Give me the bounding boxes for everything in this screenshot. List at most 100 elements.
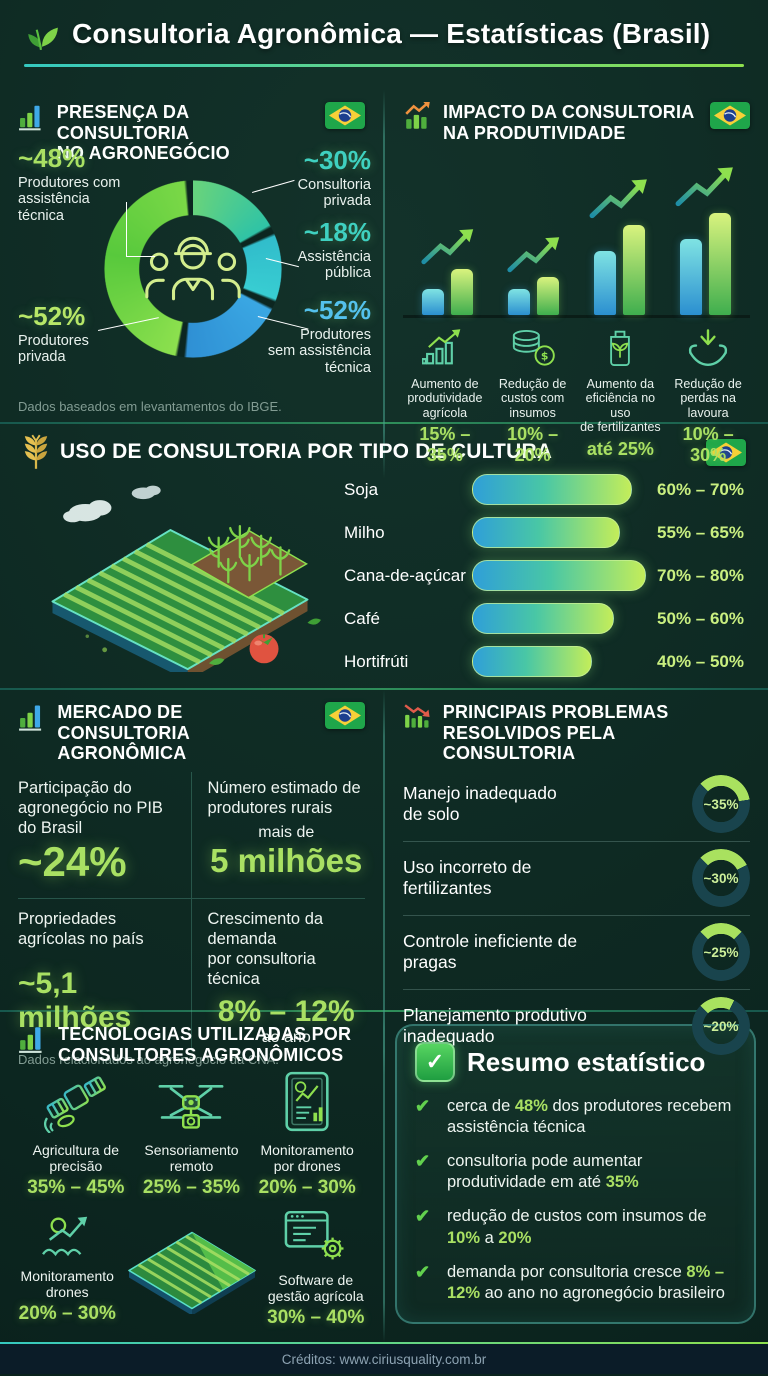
brazil-flag-icon: [325, 702, 365, 729]
row-mercado-problemas: MERCADO DE CONSULTORIA AGRONÔMICA Partic…: [0, 690, 768, 1075]
field-illustration: [117, 1218, 267, 1319]
stat-label: Redução de perdas na lavoura: [674, 377, 742, 420]
check-icon: ✔: [415, 1096, 431, 1116]
credits-text: Créditos: www.ciriusquality.com.br: [281, 1351, 487, 1367]
tech-label: Sensoriamento remoto: [144, 1142, 239, 1175]
panel-mercado-consultoria: MERCADO DE CONSULTORIA AGRONÔMICA Partic…: [0, 690, 383, 1075]
ring-gauge: ~25%: [692, 923, 750, 982]
problem-row-planejamento: Planejamento produtivo inadequado ~20%: [403, 988, 750, 1063]
tech-range: 35% – 45%: [27, 1177, 125, 1199]
tablet-chart-icon: [285, 1071, 329, 1132]
trend-up-bars-icon: [405, 102, 430, 129]
summary-item: ✔ redução de custos com insumos de 10% a…: [415, 1206, 736, 1248]
leader-line: [126, 202, 155, 257]
bar: [472, 646, 592, 677]
ring-gauge: ~20%: [692, 997, 750, 1056]
corn-plants: [207, 524, 291, 584]
coins-icon: $: [512, 329, 555, 366]
callout-label: Produtores com assistência técnica: [18, 175, 121, 224]
bar-range: 50% – 60%: [657, 608, 744, 628]
bar-label: Hortifrúti: [344, 651, 409, 671]
wheat-icon: [24, 434, 48, 469]
impact-stat-produtividade: Aumento de produtividade agrícola 15% – …: [403, 328, 487, 466]
bar-range: 70% – 80%: [657, 565, 744, 585]
leaf-icon: [208, 658, 225, 666]
tech-item-monitoramento-drones: Monitoramento por drones 20% – 30%: [249, 1071, 365, 1199]
panel-title: MERCADO DE CONSULTORIA AGRONÔMICA: [57, 702, 190, 764]
problem-label: Uso incorreto de fertilizantes: [403, 857, 532, 899]
isometric-field-icon: [127, 1231, 256, 1316]
impact-bar-group: [665, 162, 745, 316]
market-suffix: ao ano: [261, 1029, 311, 1047]
market-prefix: mais de: [258, 823, 315, 841]
bar: [472, 560, 646, 591]
callout-label: Consultoria privada: [297, 177, 371, 210]
stat-label: Redução de custos com insumos: [498, 377, 567, 420]
tech-range: 25% – 35%: [142, 1177, 241, 1199]
software-gear-icon: [284, 1211, 344, 1260]
callout-value: ~48%: [18, 143, 86, 173]
callout-value: ~52%: [303, 295, 371, 325]
footer: Créditos: www.ciriusquality.com.br: [0, 1344, 768, 1374]
impact-stat-perdas: Redução de perdas na lavoura 10% – 30%: [666, 328, 750, 466]
tech-label: Monitoramento por drones: [260, 1142, 354, 1175]
summary-box: ✓ Resumo estatístico ✔ cerca de 48% dos …: [395, 1024, 756, 1324]
bar-range: 60% – 70%: [657, 479, 744, 499]
growth-arrow-icon: [675, 167, 734, 207]
panel-separator: [383, 90, 385, 479]
tech-item-sensoriamento: Sensoriamento remoto 25% – 35%: [134, 1073, 250, 1199]
market-cell-crescimento: Crescimento da demanda por consultoria t…: [192, 899, 366, 1052]
satellite-icon: [43, 1076, 106, 1134]
bar-label: Café: [344, 608, 380, 628]
ring-value: ~35%: [703, 796, 739, 812]
presence-footnote: Dados baseados em levantamentos do IBGE.: [18, 399, 282, 414]
callout-value: ~30%: [303, 145, 371, 175]
farm-field-illustration: [51, 485, 322, 672]
tech-label: Agricultura de precisão: [32, 1142, 120, 1175]
growth-arrow-icon: [507, 237, 559, 273]
panel-presenca-consultoria: PRESENÇA DA CONSULTORIA NO AGRONEGÓCIO: [0, 90, 383, 422]
summary-item: ✔ demanda por consultoria cresce 8% – 12…: [415, 1262, 736, 1304]
summary-text: redução de custos com insumos de 10% a 2…: [447, 1207, 707, 1247]
market-cell-pib: Participação do agronegócio no PIB do Br…: [18, 771, 192, 899]
impact-bar-group: [579, 174, 659, 316]
problem-row-fertilizantes: Uso incorreto de fertilizantes ~30%: [403, 840, 750, 915]
check-icon: ✔: [415, 1151, 431, 1172]
stat-range: 15% – 35%: [419, 424, 471, 466]
stat-label: Aumento da eficiência no uso de fertiliz…: [580, 377, 661, 435]
callout-label: Assistência pública: [297, 249, 371, 282]
panel-resumo: ✓ Resumo estatístico ✔ cerca de 48% dos …: [385, 1012, 768, 1342]
market-label: Participação do agronegócio no PIB do Br…: [18, 778, 163, 837]
ring-value: ~25%: [703, 944, 739, 960]
summary-item: ✔ consultoria pode aumentar produtividad…: [415, 1151, 736, 1193]
panel-title: TECNOLOGIAS UTILIZADAS POR CONSULTORES A…: [58, 1024, 352, 1065]
stat-range: 10% – 30%: [682, 424, 734, 466]
summary-text: consultoria pode aumentar produtividade …: [447, 1152, 643, 1192]
market-value: ~24%: [18, 837, 127, 885]
bar-range: 40% – 50%: [657, 651, 744, 671]
problem-row-solo: Manejo inadequado de solo ~35%: [403, 768, 750, 841]
summary-text: cerca de 48% dos produtores recebem assi…: [447, 1097, 732, 1137]
panel-problemas-resolvidos: PRINCIPAIS PROBLEMAS RESOLVIDOS PELA CON…: [385, 690, 768, 1075]
ring-gauge: ~35%: [692, 775, 750, 834]
brazil-flag-icon: [710, 102, 750, 129]
tech-item-agricultura-precisao: Agricultura de precisão 35% – 45%: [18, 1073, 134, 1199]
growth-arrow-icon: [421, 229, 474, 265]
bar: [472, 474, 632, 505]
tech-item-monitoramento: Monitoramento drones 20% – 30%: [18, 1211, 117, 1325]
footer-divider: [0, 1342, 768, 1344]
callout-assistencia-publica: ~18% Assistência pública: [259, 217, 371, 282]
bar: [472, 517, 620, 548]
panel-impacto-produtividade: IMPACTO DA CONSULTORIA NA PRODUTIVIDADE: [385, 90, 768, 478]
culture-bar-chart: Soja 60% – 70% Milho 55% – 65% Cana-de-a…: [344, 474, 746, 677]
impact-stat-custos: $ Redução de custos com insumos 10% – 20…: [491, 328, 575, 466]
impact-growth-chart: [403, 155, 750, 319]
growth-chart-icon: [421, 329, 461, 365]
tech-range: 20% – 30%: [18, 1303, 116, 1325]
summary-text: demanda por consultoria cresce 8% – 12% …: [447, 1262, 725, 1302]
page-header: Consultoria Agronômica — Estatísticas (B…: [0, 0, 768, 90]
declining-chart-icon: [404, 704, 430, 728]
section-title: USO DE CONSULTORIA POR TIPO DE CULTURA: [60, 440, 553, 463]
panel-uso-por-cultura: USO DE CONSULTORIA POR TIPO DE CULTURA: [0, 424, 768, 688]
bar-label: Milho: [344, 522, 385, 542]
